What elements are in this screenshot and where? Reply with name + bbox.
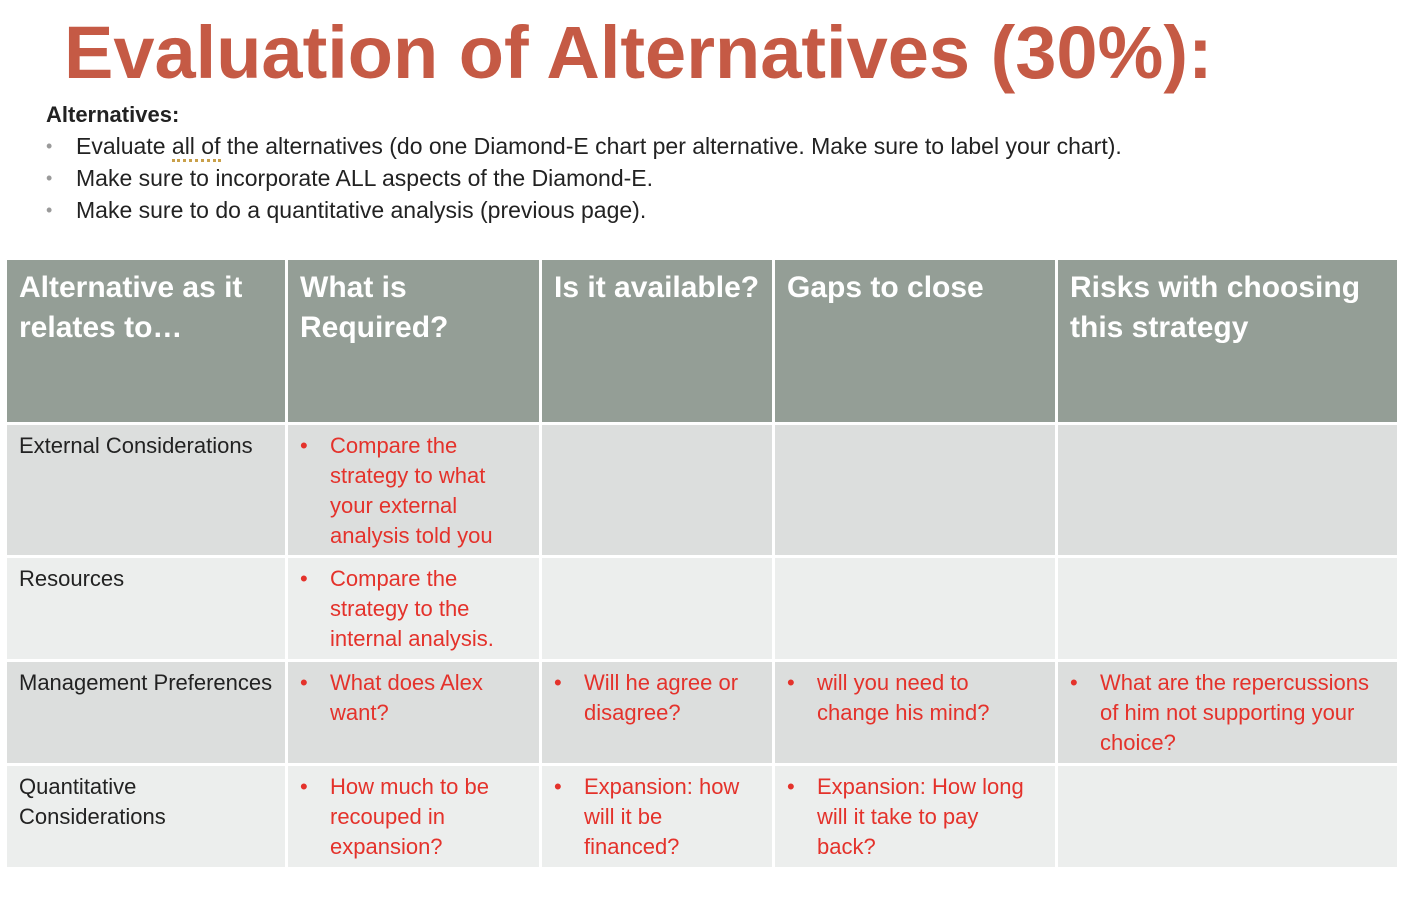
intro-bullet-underlined-text: all of <box>171 133 221 162</box>
cell-bullet-list: • Expansion: how will it be financed? <box>554 772 760 862</box>
cell-bullet-item: • Expansion: how will it be financed? <box>554 772 760 862</box>
cell-bullet-text: Compare the strategy to what your extern… <box>330 433 493 548</box>
cell-bullet-list: • What are the repercussions of him not s… <box>1070 668 1385 758</box>
bullet-dot-icon: • <box>787 774 795 799</box>
required-cell: • What does Alex want? <box>285 659 542 766</box>
cell-bullet-item: • Compare the strategy to what your exter… <box>300 431 527 551</box>
available-cell: • Will he agree or disagree? <box>539 659 775 766</box>
cell-bullet-text: What does Alex want? <box>330 670 483 725</box>
cell-bullet-text: Expansion: how will it be financed? <box>584 774 740 859</box>
risks-cell <box>1055 763 1400 870</box>
column-header-gaps: Gaps to close <box>772 257 1058 425</box>
intro-bullet-text: Make sure to incorporate ALL aspects of … <box>76 165 654 191</box>
risks-cell: • What are the repercussions of him not s… <box>1055 659 1400 766</box>
cell-bullet-list: • What does Alex want? <box>300 668 527 728</box>
cell-bullet-text: will you need to change his mind? <box>817 670 990 725</box>
bullet-dot-icon: • <box>300 566 308 591</box>
gaps-cell: • Expansion: How long will it take to pay… <box>772 763 1058 870</box>
intro-bullet-text-before: Evaluate <box>76 133 172 159</box>
cell-bullet-item: • Expansion: How long will it take to pay… <box>787 772 1043 862</box>
available-cell <box>539 555 775 662</box>
column-header-risks: Risks with choosing this strategy <box>1055 257 1400 425</box>
required-cell: • Compare the strategy to the internal an… <box>285 555 542 662</box>
bullet-dot-icon: • <box>300 433 308 458</box>
intro-bullet-item: • Evaluate all of the alternatives (do o… <box>46 130 1386 162</box>
intro-bullet-text-after: the alternatives (do one Diamond-E chart… <box>220 133 1122 159</box>
cell-bullet-text: Expansion: How long will it take to pay … <box>817 774 1024 859</box>
required-cell: • Compare the strategy to what your exter… <box>285 422 542 558</box>
cell-bullet-item: • Will he agree or disagree? <box>554 668 760 728</box>
row-label: External Considerations <box>4 422 288 558</box>
table-row: Resources • Compare the strategy to the i… <box>4 555 1400 662</box>
alternatives-bullet-list: • Evaluate all of the alternatives (do o… <box>46 130 1386 226</box>
row-label: Management Preferences <box>4 659 288 766</box>
gaps-cell <box>772 422 1058 558</box>
bullet-dot-icon: • <box>46 136 53 156</box>
cell-bullet-item: • What does Alex want? <box>300 668 527 728</box>
cell-bullet-list: • Compare the strategy to what your exter… <box>300 431 527 551</box>
bullet-dot-icon: • <box>554 774 562 799</box>
bullet-dot-icon: • <box>787 670 795 695</box>
cell-bullet-item: • will you need to change his mind? <box>787 668 1043 728</box>
available-cell <box>539 422 775 558</box>
alternatives-intro: Alternatives: • Evaluate all of the alte… <box>46 100 1386 226</box>
cell-bullet-item: • How much to be recouped in expansion? <box>300 772 527 862</box>
cell-bullet-list: • Will he agree or disagree? <box>554 668 760 728</box>
table-row: Quantitative Considerations • How much to… <box>4 763 1400 870</box>
table-header-row: Alternative as it relates to… What is Re… <box>4 257 1400 425</box>
cell-bullet-list: • Compare the strategy to the internal an… <box>300 564 527 654</box>
cell-bullet-list: • Expansion: How long will it take to pay… <box>787 772 1043 862</box>
row-label: Resources <box>4 555 288 662</box>
evaluation-table: Alternative as it relates to… What is Re… <box>4 257 1400 870</box>
risks-cell <box>1055 555 1400 662</box>
row-label: Quantitative Considerations <box>4 763 288 870</box>
gaps-cell: • will you need to change his mind? <box>772 659 1058 766</box>
column-header-required: What is Required? <box>285 257 542 425</box>
column-header-available: Is it available? <box>539 257 775 425</box>
bullet-dot-icon: • <box>300 774 308 799</box>
cell-bullet-text: Compare the strategy to the internal ana… <box>330 566 494 651</box>
bullet-dot-icon: • <box>554 670 562 695</box>
bullet-dot-icon: • <box>46 168 53 188</box>
cell-bullet-item: • What are the repercussions of him not s… <box>1070 668 1385 758</box>
cell-bullet-item: • Compare the strategy to the internal an… <box>300 564 527 654</box>
gaps-cell <box>772 555 1058 662</box>
column-header-alternative: Alternative as it relates to… <box>4 257 288 425</box>
bullet-dot-icon: • <box>300 670 308 695</box>
table-row: Management Preferences • What does Alex w… <box>4 659 1400 766</box>
cell-bullet-list: • How much to be recouped in expansion? <box>300 772 527 862</box>
bullet-dot-icon: • <box>46 200 53 220</box>
cell-bullet-text: Will he agree or disagree? <box>584 670 739 725</box>
required-cell: • How much to be recouped in expansion? <box>285 763 542 870</box>
intro-bullet-item: • Make sure to incorporate ALL aspects o… <box>46 162 1386 194</box>
page-title: Evaluation of Alternatives (30%): <box>64 11 1213 94</box>
available-cell: • Expansion: how will it be financed? <box>539 763 775 870</box>
table-row: External Considerations • Compare the str… <box>4 422 1400 558</box>
intro-bullet-text: Make sure to do a quantitative analysis … <box>76 197 647 223</box>
risks-cell <box>1055 422 1400 558</box>
alternatives-heading: Alternatives: <box>46 102 180 127</box>
intro-bullet-item: • Make sure to do a quantitative analysi… <box>46 194 1386 226</box>
cell-bullet-list: • will you need to change his mind? <box>787 668 1043 728</box>
cell-bullet-text: How much to be recouped in expansion? <box>330 774 489 859</box>
bullet-dot-icon: • <box>1070 670 1078 695</box>
cell-bullet-text: What are the repercussions of him not su… <box>1100 670 1370 755</box>
